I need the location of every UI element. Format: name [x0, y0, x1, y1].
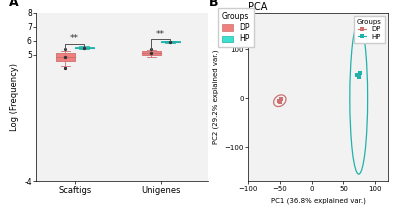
Y-axis label: Log (Frequency): Log (Frequency) — [10, 63, 19, 131]
Point — [148, 51, 154, 54]
Bar — [161, 41, 180, 42]
Text: **: ** — [156, 30, 165, 39]
Bar — [56, 53, 75, 61]
Text: **: ** — [70, 34, 79, 43]
Bar — [142, 51, 161, 55]
Point — [148, 47, 154, 51]
Point — [62, 47, 68, 51]
X-axis label: PC1 (36.8% explained var.): PC1 (36.8% explained var.) — [270, 197, 366, 204]
Text: PCA: PCA — [248, 2, 267, 12]
Point — [167, 40, 173, 43]
Text: A: A — [8, 0, 18, 9]
Point — [81, 46, 87, 49]
Y-axis label: PC2 (29.2% explained var.): PC2 (29.2% explained var.) — [212, 50, 219, 144]
Legend: DP, HP: DP, HP — [354, 16, 384, 43]
Point — [62, 55, 68, 59]
Bar — [75, 47, 94, 48]
Point — [62, 66, 68, 69]
Point — [62, 66, 68, 70]
Legend: DP, HP: DP, HP — [218, 8, 254, 47]
Text: B: B — [209, 0, 218, 9]
